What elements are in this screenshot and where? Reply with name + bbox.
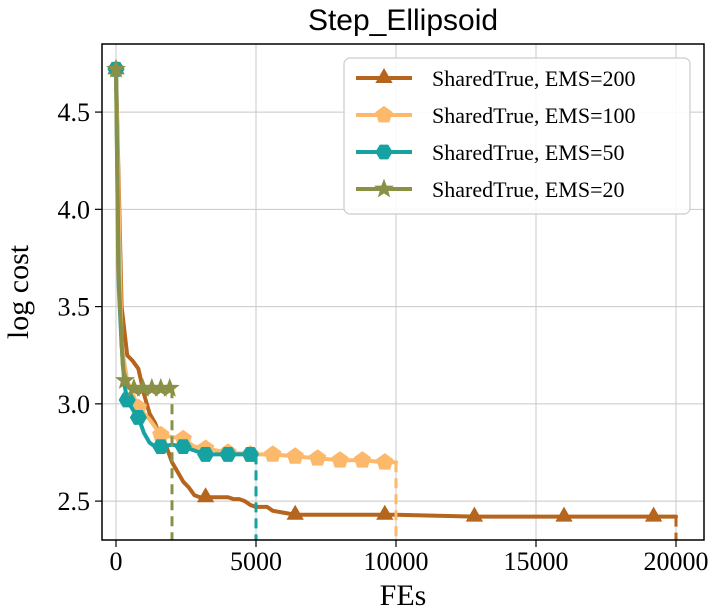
series-point [644,506,663,522]
chart-title: Step_Ellipsoid [308,4,498,37]
legend-box [343,57,691,215]
series-point [241,446,259,462]
series-point [196,487,215,503]
series-point [219,446,237,462]
series-point [197,446,215,462]
series-point [308,449,327,466]
legend-item: SharedTrue, EMS=20 [356,177,625,202]
y-tick-label: 4.0 [58,195,91,224]
series-point [555,506,573,522]
ticks: 0 5000 10000 15000 20000 2.5 3.0 3.5 4.0 4.5 [58,98,709,576]
legend-label: SharedTrue, EMS=50 [432,140,625,165]
x-tick-label: 10000 [364,547,429,576]
series-point [353,451,372,468]
series-point [118,392,136,408]
plot-frame [101,43,705,541]
series-point [129,410,147,425]
legend-swatch-marker [374,178,394,198]
x-tick-label: 15000 [504,547,569,576]
series-0 [107,59,678,540]
series-point [106,58,126,78]
series-layer [106,58,678,540]
y-tick-label: 3.0 [58,390,91,419]
legend-item: SharedTrue, EMS=100 [356,103,636,128]
series-point [264,445,282,462]
y-tick-label: 4.5 [58,98,91,127]
series-point [152,439,170,455]
legend-swatch-marker [375,67,393,83]
legend-swatch-marker [375,144,393,160]
x-tick-label: 20000 [644,547,709,576]
series-point [115,370,135,389]
series-line [114,67,678,519]
series-point [174,439,192,455]
series-point [465,506,484,522]
series-2 [107,61,259,540]
y-tick-label: 3.5 [58,293,91,322]
legend-swatch-marker [375,105,393,123]
series-point [286,447,304,464]
series-point [286,504,304,520]
legend-item: SharedTrue, EMS=200 [356,66,636,91]
series-3 [106,58,180,540]
series-point [159,377,180,397]
x-axis-label: FEs [380,579,427,612]
x-tick-label: 5000 [230,547,282,576]
series-point [331,451,349,468]
series-point [376,453,394,470]
y-axis-label: log cost [2,244,35,339]
legend: SharedTrue, EMS=200 SharedTrue, EMS=100 Sh… [343,57,691,215]
legend-label: SharedTrue, EMS=100 [432,103,636,128]
series-point [376,504,394,520]
legend-item: SharedTrue, EMS=50 [356,140,625,165]
y-tick-label: 2.5 [58,487,91,516]
legend-label: SharedTrue, EMS=20 [432,177,625,202]
legend-label: SharedTrue, EMS=200 [432,66,636,91]
x-tick-label: 0 [110,547,123,576]
